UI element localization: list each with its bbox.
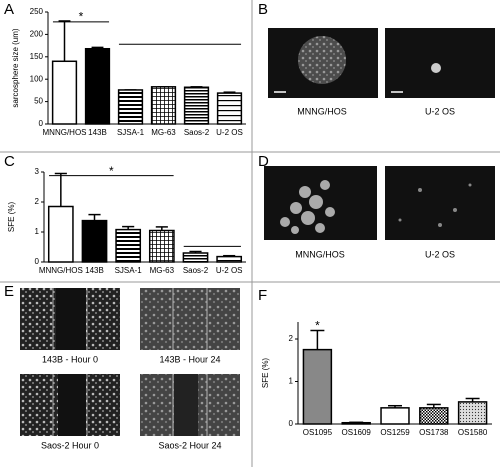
x-tick-label: MNNG/HOS [43,128,87,137]
bar [302,348,333,425]
bar [419,407,449,425]
y-tick-label: 200 [30,30,44,39]
y-tick-label: 150 [30,52,44,61]
image-caption: MNNG/HOS [295,249,345,259]
panel-label: F [258,287,267,304]
image-caption: U-2 OS [425,249,455,259]
image-panel-b [268,28,495,98]
image-caption: 143B - Hour 0 [42,354,98,364]
bar [182,252,209,263]
image-caption: U-2 OS [425,106,455,116]
y-tick-label: 100 [30,74,44,83]
bar [150,86,177,125]
bar [115,228,142,263]
panel-label: B [258,1,268,18]
x-tick-label: OS1609 [342,428,372,437]
image-caption: Saos-2 Hour 24 [158,440,221,450]
x-tick-label: 143B [85,266,104,275]
x-tick-label: Saos-2 [183,266,209,275]
panel-label: A [4,1,14,18]
x-tick-label: U-2 OS [216,266,243,275]
bar [341,421,371,425]
bar [183,86,210,125]
bar [84,47,111,125]
panel-label: C [4,153,15,170]
x-tick-label: 143B [88,128,107,137]
panel-label: E [4,283,14,300]
y-tick-label: 3 [35,167,40,176]
y-tick-label: 0 [289,419,294,428]
x-tick-label: OS1580 [458,428,488,437]
bar [457,401,488,425]
y-tick-label: 250 [30,7,44,16]
y-tick-label: 0 [35,257,40,266]
bar [51,60,78,125]
x-tick-label: U-2 OS [216,128,243,137]
y-tick-label: 0 [39,119,44,128]
y-tick-label: 1 [289,377,294,386]
x-tick-label: OS1095 [303,428,333,437]
x-tick-label: OS1738 [419,428,449,437]
y-tick-label: 50 [34,97,43,106]
bar [216,92,243,125]
annotation: * [109,164,114,178]
bar [47,205,74,263]
x-tick-label: SJSA-1 [117,128,145,137]
y-axis-label: sarcosphere size (um) [11,28,20,107]
y-tick-label: 1 [35,227,40,236]
image-caption: MNNG/HOS [297,106,347,116]
image-caption: Saos-2 Hour 0 [41,440,99,450]
panel-label: D [258,153,269,170]
y-tick-label: 2 [35,197,40,206]
y-axis-label: SFE (%) [7,202,16,233]
image-panel-e [20,288,240,436]
image-panel-d [264,166,495,240]
bar [148,229,175,263]
x-tick-label: OS1259 [380,428,410,437]
bar [380,407,410,425]
image-caption: 143B - Hour 24 [159,354,220,364]
x-tick-label: MG-63 [150,266,175,275]
y-tick-label: 2 [289,334,294,343]
y-axis-label: SFE (%) [261,358,270,389]
annotation: * [79,10,84,24]
bar [216,255,243,263]
annotation: * [315,318,320,332]
x-tick-label: Saos-2 [184,128,210,137]
x-tick-label: SJSA-1 [115,266,143,275]
bar [117,89,144,125]
x-tick-label: MG-63 [151,128,176,137]
bar [81,219,108,263]
x-tick-label: MNNG/HOS [39,266,83,275]
